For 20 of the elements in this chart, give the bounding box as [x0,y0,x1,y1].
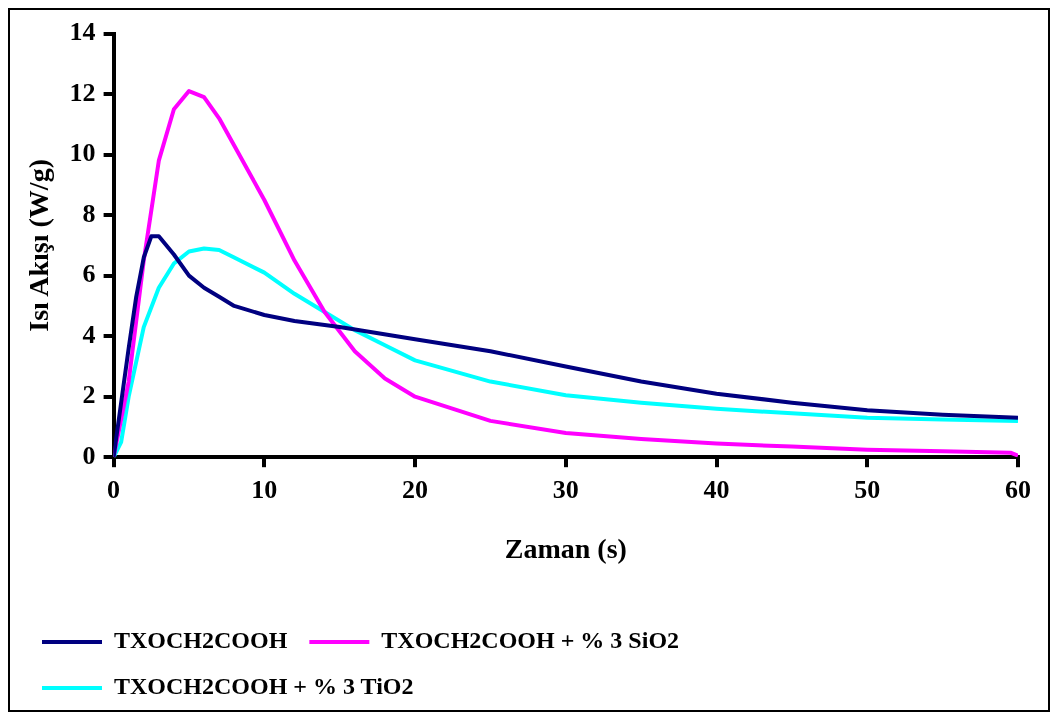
y-axis-title: Isı Akışı (W/g) [23,159,55,332]
x-tick-label: 0 [107,474,121,504]
y-tick-label: 2 [82,380,96,410]
x-tick-label: 30 [552,474,579,504]
x-tick-label: 10 [251,474,278,504]
y-tick-label: 10 [69,138,96,168]
x-tick-label: 40 [703,474,730,504]
x-axis-title: Zaman (s) [504,533,627,565]
legend-label: TXOCH2COOH + % 3 SiO2 [381,627,680,654]
y-tick-label: 6 [82,259,96,289]
x-tick-label: 60 [1005,474,1031,504]
x-tick-label: 20 [402,474,429,504]
legend-label: TXOCH2COOH [114,627,288,654]
y-tick-label: 8 [82,198,96,228]
y-tick-label: 4 [82,319,96,349]
y-tick-label: 12 [69,77,96,107]
legend-label: TXOCH2COOH + % 3 TiO2 [114,673,414,700]
y-tick-label: 14 [69,17,96,47]
y-tick-label: 0 [82,440,96,470]
x-tick-label: 50 [854,474,881,504]
